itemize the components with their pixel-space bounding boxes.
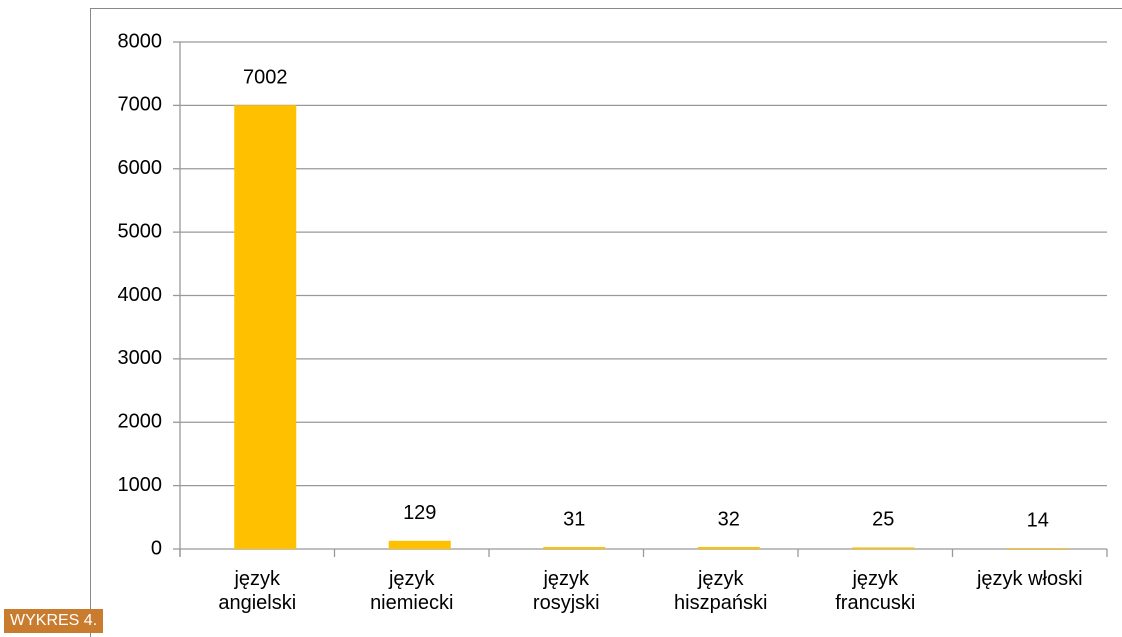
- y-tick-label: 7000: [118, 94, 163, 116]
- data-label: 14: [1027, 509, 1049, 531]
- y-tick-label: 4000: [118, 284, 163, 306]
- y-tick-label: 0: [151, 537, 162, 559]
- bar: [388, 540, 451, 549]
- bar: [234, 105, 297, 549]
- y-tick-label: 3000: [118, 347, 163, 369]
- data-label: 32: [718, 508, 740, 530]
- y-tick-label: 5000: [118, 220, 163, 242]
- bar: [543, 547, 606, 549]
- y-tick-label: 6000: [118, 157, 163, 179]
- data-label: 129: [403, 502, 436, 524]
- x-tick-label: język hiszpański: [674, 568, 768, 614]
- y-tick-label: 1000: [118, 474, 163, 496]
- x-tick-label: język francuski: [835, 568, 916, 614]
- caption: Wykres 4.: [4, 609, 104, 633]
- bar: [697, 546, 760, 549]
- bar: [852, 547, 915, 549]
- y-tick-label: 8000: [118, 30, 163, 52]
- data-label: 31: [563, 508, 585, 530]
- chart-border: [90, 8, 1122, 637]
- data-label: 7002: [243, 67, 288, 89]
- data-label: 25: [872, 509, 894, 531]
- y-tick-label: 2000: [118, 411, 163, 433]
- x-tick-label: język rosyjski: [532, 568, 600, 614]
- x-tick-label: język angielski: [218, 568, 297, 614]
- x-tick-label: język niemiecki: [370, 568, 454, 614]
- bar: [1006, 548, 1069, 549]
- x-tick-label: język włoski: [976, 568, 1083, 590]
